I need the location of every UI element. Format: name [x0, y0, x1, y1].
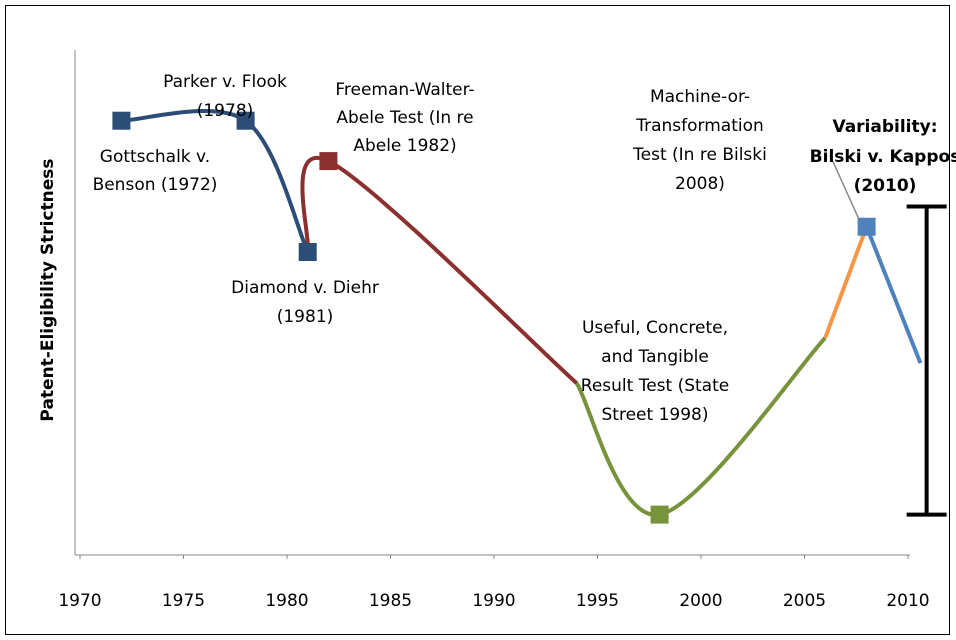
annotation: Diamond v. Diehr — [231, 278, 379, 298]
marker — [112, 111, 131, 130]
annotation: Abele Test (In re — [336, 108, 473, 128]
annotation: Gottschalk v. — [100, 147, 210, 167]
x-tick-label: 1995 — [576, 591, 619, 611]
x-tick-label: 2010 — [886, 591, 929, 611]
x-tick-label: 1985 — [369, 591, 412, 611]
annotation: and Tangible — [601, 347, 709, 367]
annotation: Parker v. Flook — [163, 72, 287, 92]
x-tick-label: 1970 — [58, 591, 101, 611]
annotation: Bilski v. Kappos — [810, 147, 956, 167]
series-line — [300, 156, 579, 385]
callout-line — [829, 154, 863, 227]
x-tick-label: 2000 — [679, 591, 722, 611]
annotation: (1978) — [197, 101, 254, 121]
annotation: Test (In re Bilski — [632, 145, 767, 165]
annotation: Freeman-Walter- — [335, 80, 474, 100]
annotation: Benson (1972) — [93, 175, 218, 195]
annotation: Machine-or- — [650, 87, 750, 107]
x-tick-label: 2005 — [783, 591, 826, 611]
x-tick-label: 1990 — [472, 591, 515, 611]
annotation: Variability: — [832, 117, 937, 137]
annotation: Useful, Concrete, — [582, 318, 728, 338]
x-tick-label: 1980 — [265, 591, 308, 611]
marker — [319, 152, 338, 171]
series-line — [864, 226, 923, 364]
annotation: Abele 1982) — [353, 136, 456, 156]
y-axis-label: Patent-Eligibility Strictness — [38, 158, 58, 421]
x-tick-label: 1975 — [162, 591, 205, 611]
annotation: Result Test (State — [581, 376, 729, 396]
marker — [236, 111, 255, 130]
marker — [298, 243, 317, 261]
annotation: (1981) — [277, 307, 334, 327]
marker — [650, 505, 669, 524]
marker — [857, 217, 876, 236]
annotation: 2008) — [675, 174, 725, 194]
annotation: (2010) — [854, 176, 917, 196]
annotation: Street 1998) — [602, 405, 709, 425]
chart-border — [5, 5, 950, 635]
annotation: Transformation — [635, 116, 764, 136]
